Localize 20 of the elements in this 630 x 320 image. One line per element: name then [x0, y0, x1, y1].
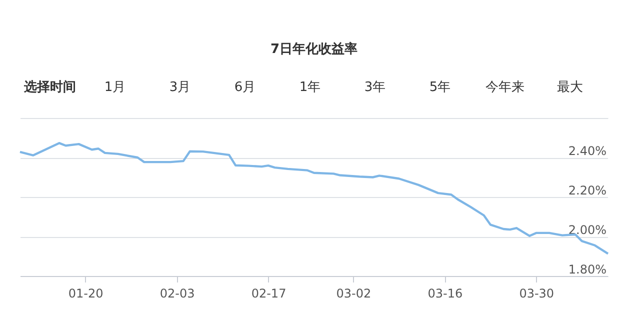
text: 今年来	[486, 80, 524, 95]
x-tick-label: 02-03	[160, 286, 195, 300]
text: 1年	[299, 80, 321, 95]
text: 6月	[234, 80, 256, 95]
text: 选择时间	[23, 80, 76, 95]
text: 3月	[169, 80, 191, 95]
y-tick-label: 1.80%	[568, 262, 606, 276]
text: 3年	[364, 80, 386, 95]
x-tick-label: 01-20	[68, 286, 104, 300]
text: 5年	[429, 80, 451, 95]
x-tick-label: 02-17	[251, 286, 286, 300]
text: 最大	[557, 80, 583, 95]
y-tick-label: 2.40%	[568, 144, 606, 158]
y-tick-label: 2.20%	[568, 184, 606, 198]
text: 1月	[104, 80, 126, 95]
x-tick-label: 03-30	[519, 286, 554, 300]
y-tick-label: 2.00%	[568, 223, 606, 237]
x-tick-label: 03-02	[336, 286, 372, 300]
x-tick-label: 03-16	[428, 286, 463, 300]
chart-title: 7日年化收益率	[270, 41, 358, 57]
